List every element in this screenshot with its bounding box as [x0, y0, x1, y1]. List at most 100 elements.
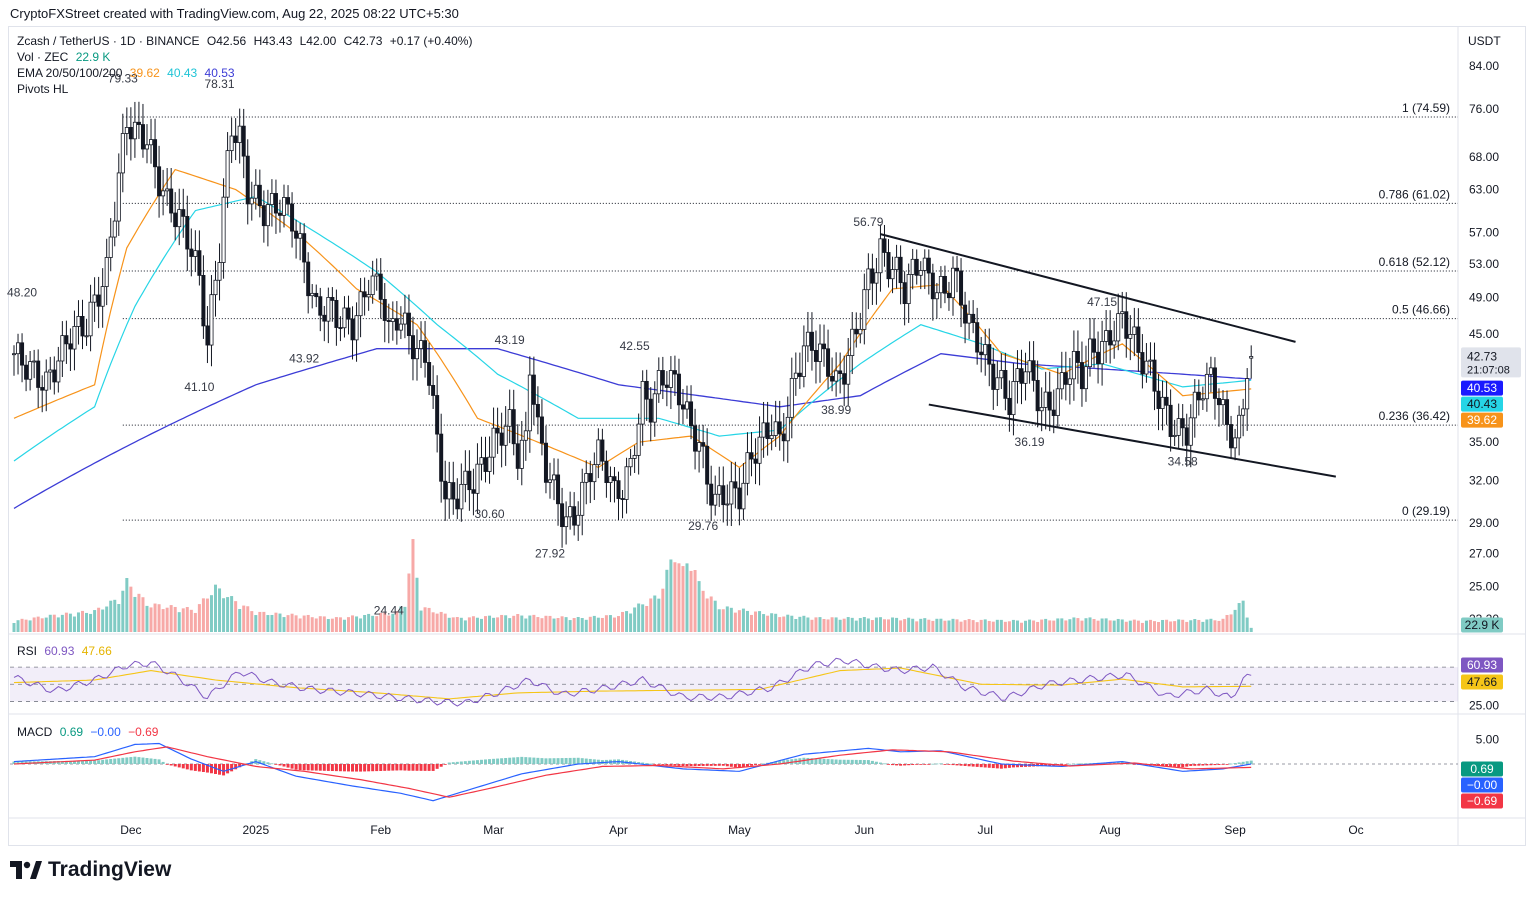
candle-body[interactable]	[918, 270, 923, 276]
candle-body[interactable]	[64, 335, 69, 345]
candle-body[interactable]	[701, 442, 706, 447]
candle-body[interactable]	[1055, 388, 1060, 416]
candle-body[interactable]	[1071, 350, 1076, 380]
candle-body[interactable]	[765, 422, 770, 440]
candle-body[interactable]	[1196, 391, 1201, 401]
candle-body[interactable]	[1245, 378, 1250, 410]
candle-body[interactable]	[253, 184, 258, 199]
candle-body[interactable]	[499, 432, 504, 446]
candle-body[interactable]	[850, 328, 855, 356]
candle-body[interactable]	[938, 275, 943, 294]
candle-body[interactable]	[1075, 350, 1080, 363]
candle-body[interactable]	[1124, 311, 1129, 339]
candle-body[interactable]	[523, 430, 528, 441]
candle-body[interactable]	[624, 466, 629, 500]
rsi-legend[interactable]: RSI 60.93 47.66	[17, 643, 116, 659]
candle-body[interactable]	[1112, 340, 1117, 346]
candle-body[interactable]	[813, 350, 818, 362]
candle-body[interactable]	[100, 286, 105, 307]
candle-body[interactable]	[209, 294, 214, 346]
candle-body[interactable]	[894, 256, 899, 270]
candle-body[interactable]	[374, 273, 379, 277]
candle-body[interactable]	[640, 380, 645, 425]
candle-body[interactable]	[221, 196, 226, 263]
candle-body[interactable]	[366, 294, 371, 298]
candle-body[interactable]	[846, 355, 851, 385]
candle-body[interactable]	[370, 275, 375, 296]
candle-body[interactable]	[205, 325, 210, 346]
candle-body[interactable]	[165, 188, 170, 192]
candle-body[interactable]	[955, 267, 960, 272]
candle-body[interactable]	[1164, 396, 1169, 406]
candle-body[interactable]	[1035, 379, 1040, 412]
candle-body[interactable]	[491, 427, 496, 458]
candle-body[interactable]	[1088, 338, 1093, 368]
candle-body[interactable]	[40, 387, 45, 391]
candle-body[interactable]	[600, 439, 605, 462]
candle-body[interactable]	[362, 291, 367, 298]
candle-body[interactable]	[483, 457, 488, 472]
candle-body[interactable]	[20, 342, 25, 366]
candle-body[interactable]	[963, 304, 968, 324]
candle-body[interactable]	[1172, 434, 1177, 437]
candle-body[interactable]	[342, 307, 347, 329]
candle-body[interactable]	[245, 155, 250, 205]
candle-body[interactable]	[733, 481, 738, 489]
candle-body[interactable]	[950, 267, 955, 299]
candle-body[interactable]	[1116, 313, 1121, 342]
candle-body[interactable]	[427, 362, 432, 386]
candle-body[interactable]	[414, 348, 419, 360]
candle-body[interactable]	[1241, 408, 1246, 416]
candle-body[interactable]	[334, 300, 339, 328]
candle-body[interactable]	[668, 370, 673, 388]
candle-body[interactable]	[1212, 367, 1217, 399]
candle-body[interactable]	[564, 516, 569, 528]
candle-body[interactable]	[56, 360, 61, 383]
candle-body[interactable]	[1136, 326, 1141, 353]
candle-body[interactable]	[1229, 424, 1234, 449]
candle-body[interactable]	[177, 209, 182, 228]
candle-body[interactable]	[1015, 368, 1020, 382]
candle-body[interactable]	[769, 435, 774, 440]
candle-body[interactable]	[447, 482, 452, 500]
candle-body[interactable]	[822, 343, 827, 350]
candle-body[interactable]	[547, 479, 552, 483]
candle-body[interactable]	[1011, 381, 1016, 416]
candle-body[interactable]	[705, 445, 710, 485]
candle-body[interactable]	[475, 463, 480, 494]
candle-body[interactable]	[535, 403, 540, 418]
candle-body[interactable]	[318, 296, 323, 316]
candle-body[interactable]	[88, 301, 93, 337]
candle-body[interactable]	[306, 261, 311, 297]
candle-body[interactable]	[725, 503, 730, 506]
candle-body[interactable]	[463, 470, 468, 485]
candle-body[interactable]	[435, 395, 440, 435]
candle-body[interactable]	[1204, 373, 1209, 400]
candle-body[interactable]	[282, 197, 287, 216]
candle-body[interactable]	[1216, 398, 1221, 406]
candle-body[interactable]	[503, 425, 508, 446]
candle-body[interactable]	[1047, 391, 1052, 411]
candle-body[interactable]	[648, 398, 653, 423]
candle-body[interactable]	[68, 343, 73, 350]
candle-body[interactable]	[24, 364, 29, 380]
candle-body[interactable]	[44, 371, 49, 391]
candle-body[interactable]	[257, 184, 262, 207]
candle-body[interactable]	[914, 258, 919, 276]
candle-body[interactable]	[596, 439, 601, 466]
candle-body[interactable]	[737, 487, 742, 510]
candle-body[interactable]	[326, 296, 331, 322]
candle-body[interactable]	[431, 385, 436, 396]
candle-body[interactable]	[1188, 417, 1193, 446]
candle-body[interactable]	[229, 135, 234, 152]
candle-body[interactable]	[1221, 399, 1226, 406]
candle-body[interactable]	[527, 374, 532, 432]
candle-body[interactable]	[76, 316, 81, 327]
candle-body[interactable]	[713, 493, 718, 506]
candle-body[interactable]	[1152, 359, 1157, 392]
candle-body[interactable]	[801, 345, 806, 377]
candle-body[interactable]	[753, 458, 758, 464]
candle-body[interactable]	[572, 506, 577, 526]
candle-body[interactable]	[128, 126, 133, 140]
